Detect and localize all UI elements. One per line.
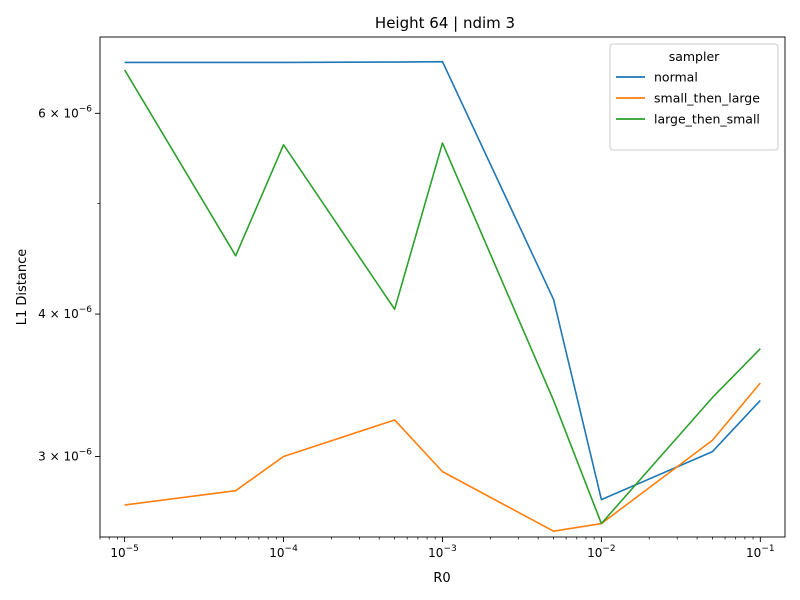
x-axis-ticks: 10−5 10−4 10−3 10−2 10−1	[99, 537, 775, 560]
x-tick-label: 10−3	[428, 544, 457, 560]
legend: sampler normal small_then_large large_then…	[609, 43, 779, 151]
chart-title: Height 64 | ndim 3	[375, 14, 515, 32]
legend-items: normal small_then_large large_then_small	[616, 70, 760, 127]
x-axis-label: R0	[433, 571, 450, 586]
series-lines	[123, 60, 761, 533]
legend-box	[609, 43, 779, 151]
y-tick-label: 6 × 10−6	[38, 104, 92, 120]
y-tick-label: 4 × 10−6	[38, 305, 92, 321]
legend-title: sampler	[669, 49, 720, 64]
series-line-large-then-small	[123, 69, 761, 525]
y-axis-label: L1 Distance	[15, 249, 30, 326]
x-tick-label: 10−4	[269, 544, 298, 560]
x-tick-label: 10−5	[110, 544, 139, 560]
y-tick-label: 3 × 10−6	[38, 448, 92, 464]
legend-label: large_then_small	[654, 112, 760, 127]
x-tick-label: 10−2	[587, 544, 616, 560]
series-line-small-then-large	[124, 382, 761, 533]
y-axis-ticks: 3 × 10−6 4 × 10−6 6 × 10−6	[38, 104, 100, 464]
x-tick-label: 10−1	[746, 544, 775, 560]
legend-label: normal	[654, 70, 698, 85]
legend-label: small_then_large	[654, 91, 760, 106]
